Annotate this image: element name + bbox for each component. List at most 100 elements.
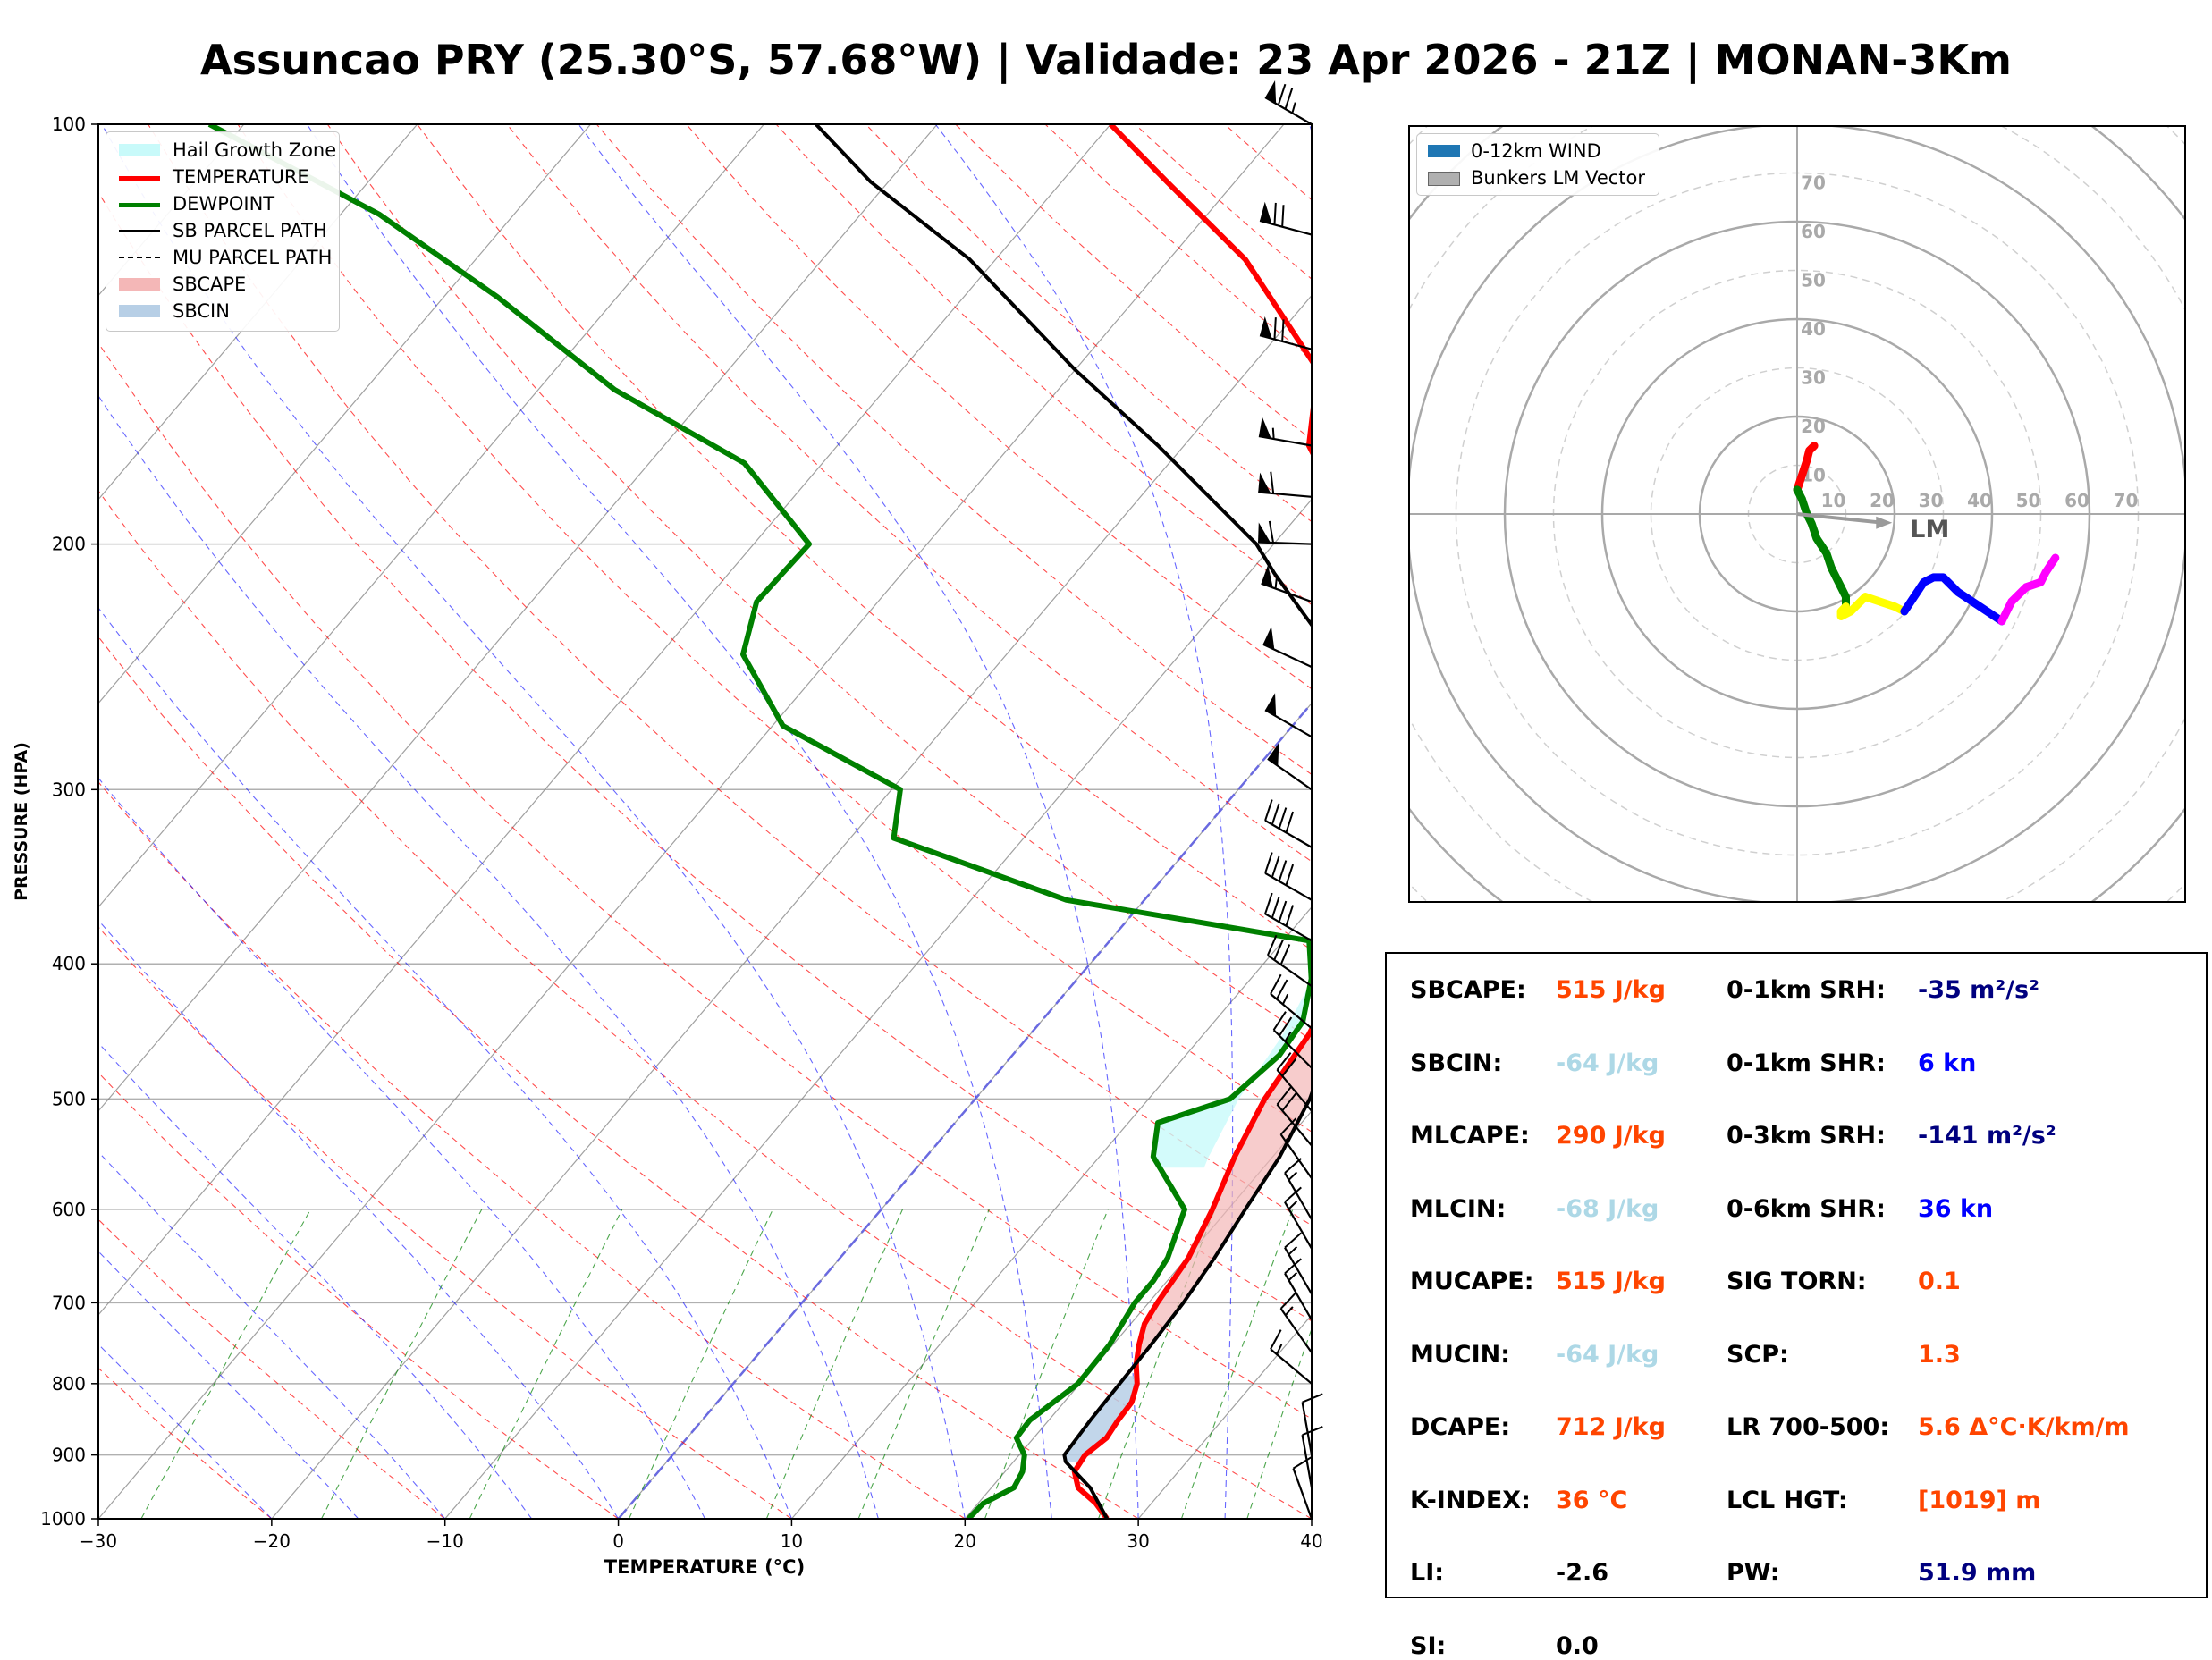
param-label: 0-6km SHR: <box>1727 1195 1886 1223</box>
x-axis-label: TEMPERATURE (°C) <box>604 1556 805 1578</box>
barb-half <box>1289 1172 1297 1180</box>
dewpoint-line <box>209 124 1312 1519</box>
moist-adiabat <box>0 124 705 1519</box>
param-value: -141 m²/s² <box>1918 1122 2056 1150</box>
param-label: LCL HGT: <box>1727 1487 1848 1514</box>
barb-half <box>1283 994 1288 1004</box>
wind-swatch <box>1428 145 1460 157</box>
mixing-ratio-line <box>629 1209 773 1519</box>
barb-full <box>1272 856 1279 877</box>
param-value: 51.9 mm <box>1918 1559 2036 1587</box>
barb-flag <box>1265 80 1276 104</box>
temperature-line <box>1075 124 1380 1519</box>
barb-full <box>1271 1330 1281 1350</box>
moist-adiabat <box>0 124 272 1519</box>
param-label: LI: <box>1410 1559 1444 1587</box>
wind-barb <box>1265 800 1312 847</box>
param-label: 0-3km SRH: <box>1727 1122 1886 1150</box>
temperature-line-swatch <box>119 176 160 181</box>
y-tick-label: 500 <box>52 1088 86 1109</box>
barb-full <box>1274 317 1275 339</box>
barb-full <box>1277 980 1288 999</box>
barb-full <box>1285 1187 1301 1201</box>
barb-full <box>1285 1233 1301 1247</box>
param-value: 515 J/kg <box>1556 1268 1666 1295</box>
dry-adiabat <box>0 124 791 1519</box>
barb-flag <box>1260 316 1272 339</box>
param-value: 36 °C <box>1556 1487 1627 1514</box>
x-tick-label: 40 <box>1300 1530 1322 1552</box>
barb-full <box>1279 808 1287 829</box>
moist-adiabat <box>0 124 791 1519</box>
param-label: SIG TORN: <box>1727 1268 1867 1295</box>
y-axis-label: PRESSURE (HPA) <box>12 742 31 901</box>
isotherm <box>0 124 1110 1519</box>
y-tick-label: 1000 <box>40 1508 86 1529</box>
mixing-ratio-line <box>322 1209 482 1519</box>
param-value: 6 kn <box>1918 1049 1976 1077</box>
param-label: SBCIN: <box>1410 1049 1502 1077</box>
legend-label: DEWPOINT <box>173 190 274 217</box>
legend-label: SBCIN <box>173 298 230 324</box>
barb-full <box>1274 203 1275 224</box>
param-value: 0.1 <box>1918 1268 1961 1295</box>
barb-flag <box>1265 693 1276 716</box>
barb-full <box>1265 853 1272 873</box>
param-label: DCAPE: <box>1410 1413 1510 1441</box>
barb-full <box>1281 945 1290 965</box>
wind-barb <box>1262 565 1312 602</box>
param-label: K-INDEX: <box>1410 1487 1531 1514</box>
param-value: -68 J/kg <box>1556 1195 1659 1223</box>
barb-full <box>1268 935 1277 956</box>
wind-barb <box>1260 202 1312 235</box>
isotherm <box>0 124 244 1519</box>
param-value: 712 J/kg <box>1556 1413 1666 1441</box>
x-tick-label: −20 <box>253 1530 291 1552</box>
barb-full <box>1279 84 1286 105</box>
sbcape-area <box>1136 642 1380 1376</box>
barb-flag <box>1258 473 1271 493</box>
moist-adiabat <box>1310 124 1372 1519</box>
mixing-ratio-line <box>1247 1209 1355 1519</box>
barb-flag <box>1259 417 1271 438</box>
wind-barb <box>1265 80 1312 124</box>
y-tick-label: 100 <box>52 114 86 135</box>
barb-full <box>1286 812 1293 832</box>
barb-full <box>1286 864 1293 885</box>
mu-parcel-line-swatch <box>119 257 160 258</box>
dewpoint-line-swatch <box>119 203 160 207</box>
barb-half <box>1289 1247 1297 1255</box>
barb-full <box>1279 861 1287 881</box>
barb-flag <box>1258 523 1271 543</box>
barb-full <box>1265 800 1272 821</box>
param-value: -64 J/kg <box>1556 1341 1659 1369</box>
moist-adiabat <box>102 124 966 1519</box>
param-value: -2.6 <box>1556 1559 1608 1587</box>
param-value: 36 kn <box>1918 1195 1993 1223</box>
param-label: MUCAPE: <box>1410 1268 1534 1295</box>
barb-half <box>1292 103 1295 114</box>
barb-full <box>1271 472 1273 493</box>
param-label: 0-1km SRH: <box>1727 976 1886 1004</box>
wind-barb <box>1258 521 1312 544</box>
isotherm <box>0 124 591 1519</box>
bunkers-swatch <box>1428 172 1460 186</box>
param-label: MLCIN: <box>1410 1195 1506 1223</box>
legend-label: MU PARCEL PATH <box>173 244 332 271</box>
x-tick-label: 0 <box>612 1530 624 1552</box>
barb-half <box>1289 1201 1297 1209</box>
barb-full <box>1286 88 1293 109</box>
barb-half <box>1276 577 1277 588</box>
sbcin-swatch <box>119 305 160 317</box>
legend-label: Hail Growth Zone <box>173 137 336 164</box>
wind-barb <box>1265 853 1312 900</box>
barb-full <box>1265 893 1272 914</box>
wind-barb <box>1258 472 1312 497</box>
barb-flag <box>1260 202 1272 224</box>
y-tick-label: 200 <box>52 534 86 555</box>
legend-label: TEMPERATURE <box>173 164 309 190</box>
isotherm <box>0 124 764 1519</box>
x-tick-label: −10 <box>426 1530 464 1552</box>
param-label: SI: <box>1410 1632 1446 1660</box>
